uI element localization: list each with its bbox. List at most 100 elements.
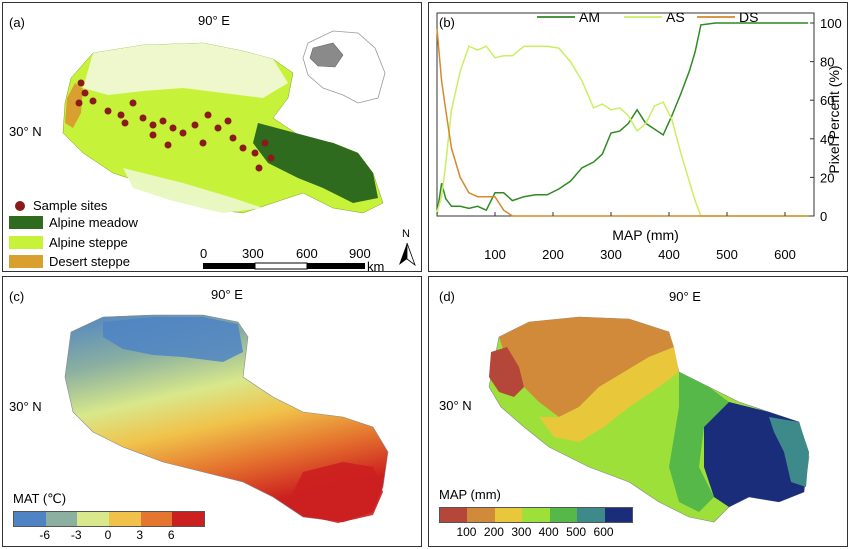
map-colorbar-swatch (440, 508, 468, 522)
legend-label-am: AM (579, 9, 600, 25)
map-colorbar-swatch (494, 508, 523, 522)
mat-tick: 6 (167, 528, 175, 542)
x-tick-label: 400 (658, 247, 680, 262)
mat-cold-north-region (103, 317, 243, 362)
mat-warm-southeast-region (293, 462, 383, 523)
y-tick-label: 0 (820, 209, 827, 224)
map-region-teal (769, 417, 809, 487)
panel-a: (a) 90° E 30° N (2, 2, 422, 273)
map-colorbar (439, 507, 633, 523)
sample-site (104, 107, 112, 115)
panel-d-lon-label: 90° E (669, 289, 701, 304)
pixel-percent-chart: (b) 100 200 300 400 500 600 0 20 40 60 80 100 MAP (mm… (436, 9, 842, 262)
map-tick: 600 (593, 525, 614, 539)
sample-site (117, 111, 125, 119)
legend-label: Alpine steppe (49, 235, 128, 250)
sample-site (149, 121, 157, 129)
mat-colorbar-swatch (77, 512, 110, 526)
mat-colorbar-swatch (109, 512, 141, 526)
plot-frame (436, 12, 815, 217)
mat-colorbar-swatch (14, 512, 46, 526)
scale-tick-600: 600 (296, 246, 318, 261)
panel-d-label: (d) (439, 289, 455, 304)
mat-map (64, 314, 389, 523)
mat-tick: -6 (39, 528, 51, 542)
scale-tick-900: 900 (349, 246, 371, 261)
sample-site (251, 149, 259, 157)
map-colorbar-swatch (467, 508, 495, 522)
sample-site (199, 139, 207, 147)
sample-site (121, 119, 129, 127)
sample-site (129, 99, 137, 107)
sample-site (261, 139, 269, 147)
x-tick-label: 300 (600, 247, 622, 262)
y-tick-label: 20 (820, 170, 834, 185)
series-line-am (436, 22, 809, 215)
map-tick: 500 (566, 525, 587, 539)
map-colorbar-swatch (549, 508, 578, 522)
legend-label-as: AS (666, 9, 685, 25)
legend-label: Alpine meadow (49, 215, 138, 230)
sample-site (255, 164, 263, 172)
mat-tick: 3 (136, 528, 144, 542)
sample-site (139, 114, 147, 122)
sample-site (191, 121, 199, 129)
alpine-meadow-swatch (9, 216, 43, 229)
y-tick-label: 80 (820, 55, 834, 70)
y-tick-label: 40 (820, 132, 834, 147)
x-tick-label: 200 (542, 247, 564, 262)
mat-tick: -3 (70, 528, 82, 542)
series-line-ds (436, 28, 809, 217)
alpine-steppe-swatch (9, 236, 43, 249)
plateau-desert-region (65, 83, 83, 128)
panel-d: (d) 90° E 30° N MAP (mm) 100 200 300 400… (428, 276, 848, 547)
x-tick-label: 500 (716, 247, 738, 262)
panel-a-lat-label: 30° N (9, 124, 42, 139)
sample-site (267, 154, 275, 162)
mat-colorbar-swatch (140, 512, 173, 526)
panel-c: (c) 90° E 30° N MAT (℃) -6 -3 0 3 (2, 276, 422, 547)
panel-a-label: (a) (9, 15, 25, 30)
scale-unit: km (367, 259, 384, 273)
north-label: N (402, 228, 410, 240)
x-axis-label: MAP (mm) (612, 227, 679, 243)
map-map (488, 316, 810, 523)
legend-label: Sample sites (33, 198, 108, 213)
map-colorbar-swatch (604, 508, 632, 522)
mat-tick: 0 (104, 528, 112, 542)
panel-b-label: (b) (439, 15, 455, 30)
sample-site (169, 124, 177, 132)
sample-site (204, 111, 212, 119)
scale-tick-0: 0 (200, 246, 207, 261)
map-tick: 200 (483, 525, 504, 539)
sample-site (81, 89, 89, 97)
mat-colorbar-swatch (45, 512, 78, 526)
map-colorbar-swatch (522, 508, 550, 522)
desert-steppe-swatch (9, 255, 43, 268)
map-tick: 300 (511, 525, 532, 539)
map-colorbar-ticks: 100 200 300 400 500 600 (439, 525, 631, 539)
series-line-as (436, 45, 809, 217)
legend-desert-steppe: Desert steppe (9, 254, 130, 269)
sample-site (239, 144, 247, 152)
x-tick-label: 600 (774, 247, 796, 262)
sample-sites (75, 79, 275, 172)
china-inset-map (302, 30, 386, 104)
sample-site (229, 134, 237, 142)
scale-bar (203, 262, 365, 270)
legend-label: Desert steppe (49, 254, 130, 269)
y-axis-label: Pixel Percent (%) (826, 65, 842, 173)
panel-d-lat-label: 30° N (439, 398, 472, 413)
mat-colorbar-title: MAT (℃) (13, 491, 67, 506)
sample-site (164, 141, 172, 149)
legend-alpine-steppe: Alpine steppe (9, 235, 128, 250)
plateau-meadow-region (253, 123, 378, 203)
sample-site (75, 99, 83, 107)
x-tick-label: 100 (484, 247, 506, 262)
sample-site (77, 79, 85, 87)
panel-c-label: (c) (9, 289, 25, 304)
sample-site (89, 97, 97, 105)
mat-plateau-region (64, 314, 389, 523)
sample-site (159, 117, 167, 125)
north-arrow-icon (399, 242, 416, 267)
